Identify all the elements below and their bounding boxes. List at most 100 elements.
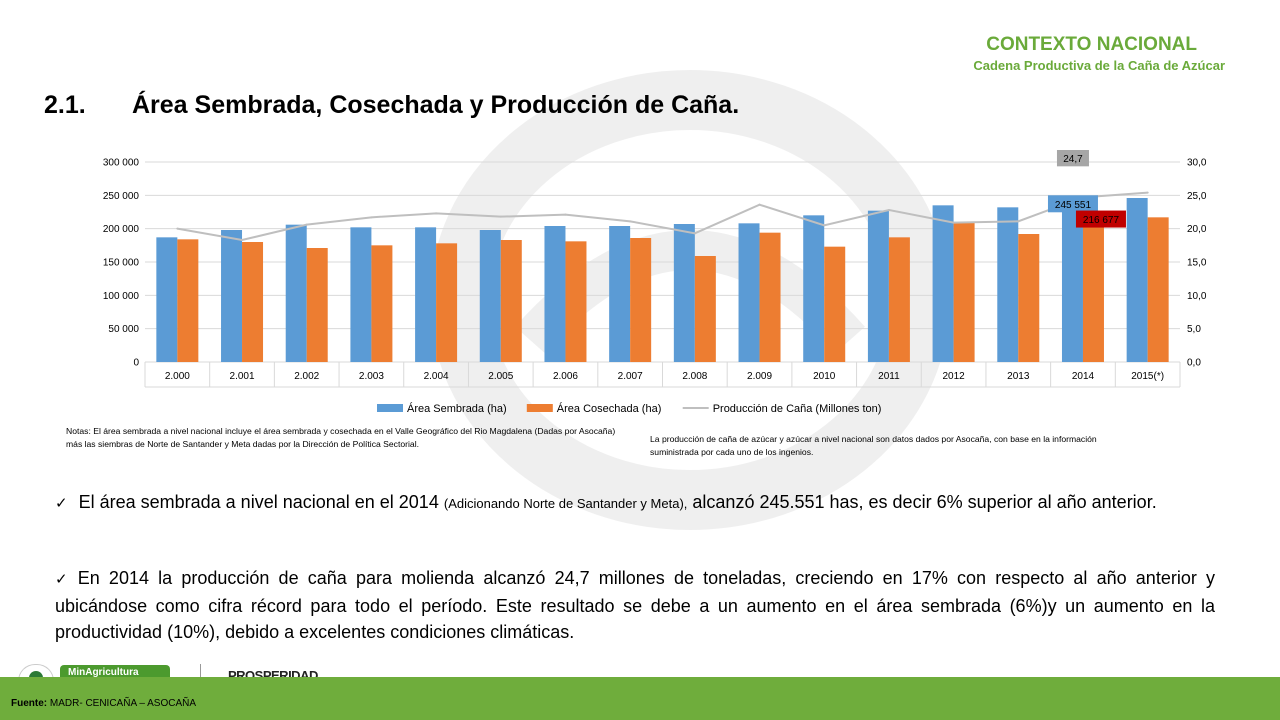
line-point	[1017, 220, 1020, 223]
line-point	[1146, 191, 1149, 194]
line-point	[305, 223, 308, 226]
y-right-tick-label: 25,0	[1187, 191, 1207, 202]
combo-chart: 0 0,0 50 000 5,0 100 000 10,0 150 000 15,0 200 0…	[103, 150, 1207, 415]
bar-sembrada	[285, 224, 307, 362]
data-label-bg	[1047, 195, 1098, 213]
x-tick-label: 2.006	[553, 371, 578, 382]
bar-sembrada	[415, 227, 437, 362]
bar-cosechada	[242, 242, 264, 362]
bullet-2: ✓ En 2014 la producción de caña para moli…	[55, 565, 1215, 645]
y-left-tick-label: 250 000	[103, 191, 140, 202]
y-left-tick-label: 150 000	[103, 258, 140, 269]
x-tick-label: 2010	[813, 371, 836, 382]
bullet-1-text-small: (Adicionando Norte de Santander y Meta),	[443, 496, 688, 511]
bar-cosechada	[759, 232, 781, 362]
line-point	[823, 224, 826, 227]
x-tick-label: 2.007	[618, 371, 643, 382]
x-tick-label: 2013	[1007, 371, 1030, 382]
bar-cosechada	[371, 245, 393, 362]
bar-cosechada	[694, 256, 716, 362]
bar-sembrada	[867, 210, 889, 362]
y-left-tick-label: 0	[133, 358, 139, 369]
x-tick-label: 2015(*)	[1131, 371, 1164, 382]
bar-cosechada	[436, 243, 458, 362]
bar-sembrada	[221, 230, 243, 362]
legend-swatch	[526, 404, 553, 412]
bar-cosechada	[306, 248, 328, 362]
legend-label: Producción de Caña (Millones ton)	[713, 403, 882, 415]
bullet-2-text: En 2014 la producción de caña para molie…	[55, 568, 1216, 642]
bar-sembrada	[609, 226, 631, 362]
bar-sembrada	[350, 227, 372, 362]
y-right-tick-label: 5,0	[1187, 324, 1201, 335]
y-left-tick-label: 100 000	[103, 291, 140, 302]
bar-cosechada	[500, 240, 522, 362]
bullet-1-text-b: alcanzó 245.551 has, es decir 6% superio…	[692, 492, 1157, 512]
footer-source: Fuente: MADR- CENICAÑA – ASOCAÑA	[11, 698, 196, 709]
data-label: 24,7	[1063, 154, 1083, 165]
data-label-bg	[1075, 210, 1126, 228]
bar-sembrada	[932, 205, 954, 362]
line-point	[370, 216, 373, 219]
line-point	[176, 227, 179, 230]
legend-label: Área Sembrada (ha)	[407, 402, 507, 415]
line-point	[693, 232, 696, 235]
section-number: 2.1.	[44, 91, 86, 119]
y-left-tick-label: 200 000	[103, 224, 140, 235]
y-left-tick-label: 50 000	[108, 324, 139, 335]
bar-cosechada	[888, 237, 910, 362]
legend-label: Área Cosechada (ha)	[557, 402, 662, 415]
bar-cosechada	[1147, 217, 1169, 362]
y-right-tick-label: 30,0	[1187, 158, 1207, 169]
bar-sembrada	[673, 224, 695, 362]
bar-sembrada	[1126, 198, 1148, 362]
data-label: 216 677	[1083, 215, 1120, 226]
y-right-tick-label: 15,0	[1187, 258, 1207, 269]
x-tick-label: 2011	[878, 371, 900, 382]
y-right-tick-label: 20,0	[1187, 224, 1207, 235]
line-point	[241, 239, 244, 241]
y-left-tick-label: 300 000	[103, 158, 140, 169]
line-point	[952, 221, 955, 224]
x-tick-label: 2.008	[682, 371, 707, 382]
line-point	[564, 213, 567, 216]
x-tick-label: 2.009	[747, 371, 772, 382]
bar-cosechada	[630, 238, 652, 362]
bar-sembrada	[544, 226, 566, 362]
note-right: La producción de caña de azúcar y azúcar…	[650, 434, 1097, 457]
bar-cosechada	[565, 241, 587, 362]
checkmark-icon: ✓	[55, 571, 72, 588]
footer-source-text: MADR- CENICAÑA – ASOCAÑA	[49, 698, 197, 709]
section-title-text: Área Sembrada, Cosechada y Producción de…	[132, 91, 740, 119]
line-produccion	[177, 191, 1148, 242]
x-tick-label: 2.005	[488, 371, 513, 382]
line-point	[435, 212, 438, 215]
bullet-1-text-a: El área sembrada a nivel nacional en el …	[78, 492, 439, 512]
x-tick-label: 2.002	[294, 371, 319, 382]
bar-sembrada	[1061, 198, 1083, 362]
bar-cosechada	[1082, 217, 1104, 362]
y-right-tick-label: 10,0	[1187, 291, 1207, 302]
bar-cosechada	[953, 222, 975, 362]
checkmark-icon: ✓	[55, 495, 68, 512]
bar-sembrada	[156, 237, 178, 362]
legend-swatch	[377, 404, 403, 412]
header-subtitle: Cadena Productiva de la Caña de Azúcar	[973, 58, 1225, 73]
line-point	[499, 215, 502, 218]
x-tick-label: 2.001	[230, 371, 255, 382]
line-point	[629, 220, 632, 223]
x-tick-label: 2.003	[359, 371, 384, 382]
line-point	[887, 209, 890, 211]
bar-sembrada	[997, 207, 1019, 362]
bar-cosechada	[1018, 234, 1040, 362]
logo-divider	[200, 664, 201, 678]
line-point	[758, 203, 761, 206]
x-tick-label: 2.004	[424, 371, 449, 382]
footer-source-label: Fuente:	[11, 698, 48, 709]
section-title: 2.1. Área Sembrada, Cosechada y Producció…	[44, 91, 739, 120]
bar-sembrada	[738, 223, 760, 362]
y-right-tick-label: 0,0	[1187, 358, 1201, 369]
footer-bar	[0, 677, 1280, 720]
note-left: Notas: El área sembrada a nivel nacional…	[66, 426, 616, 449]
data-label: 245 551	[1055, 200, 1092, 211]
